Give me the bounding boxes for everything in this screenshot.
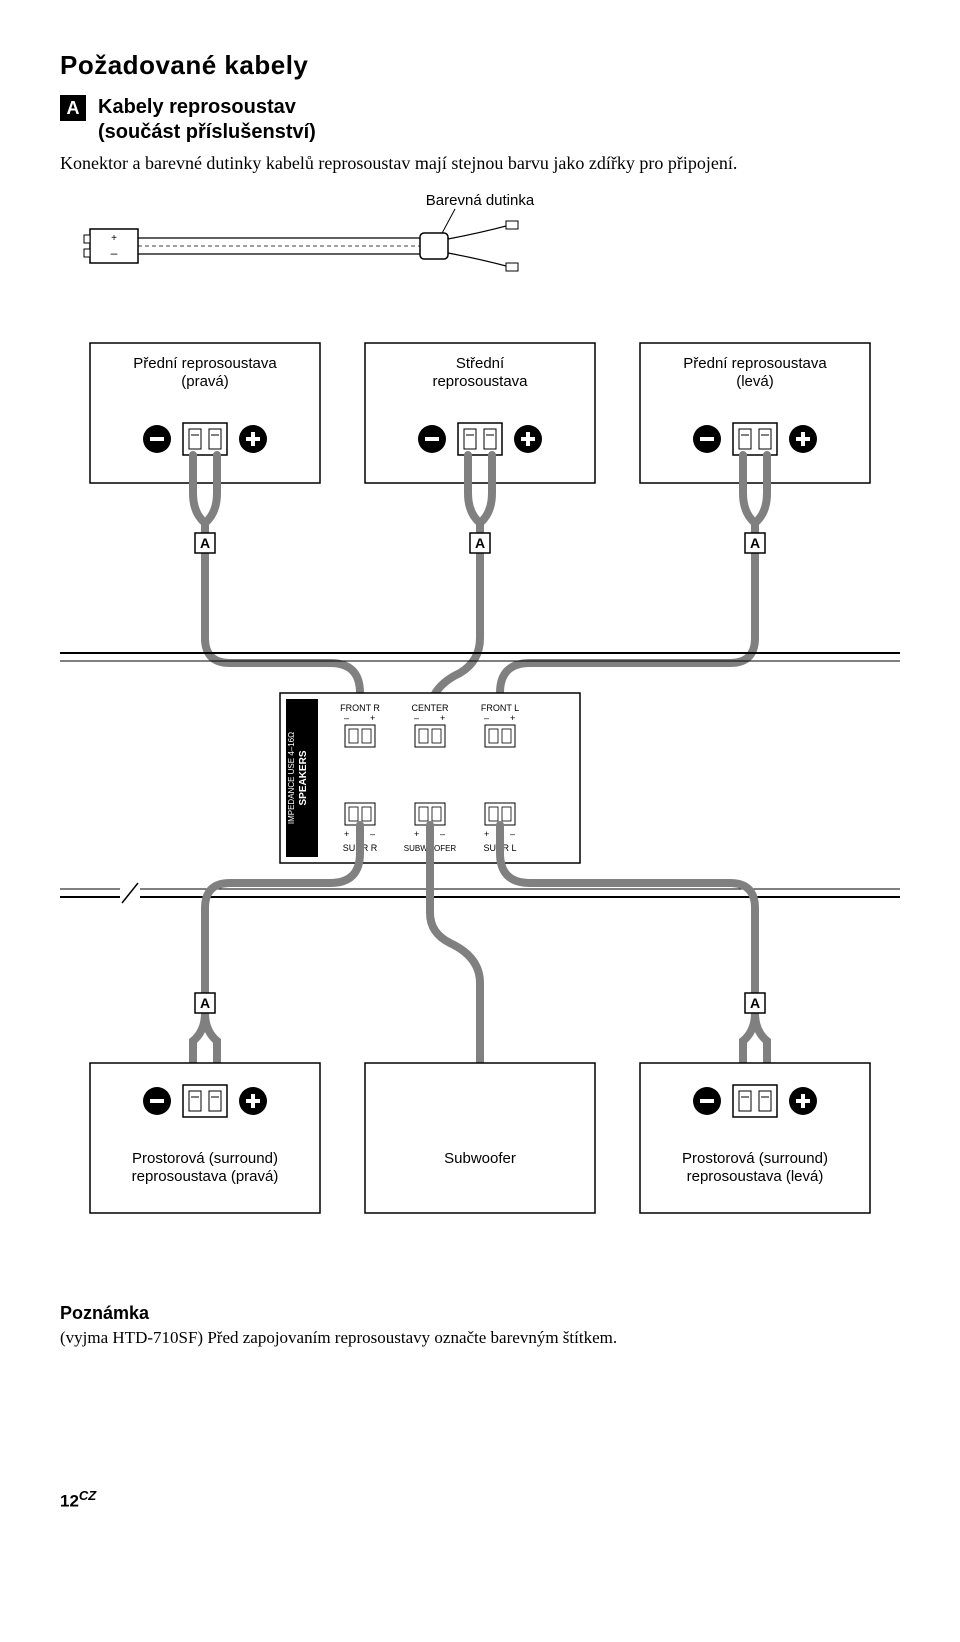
section-letter-box: A (60, 95, 86, 121)
svg-text:FRONT R: FRONT R (340, 703, 380, 713)
svg-text:+: + (440, 713, 445, 723)
svg-text:+: + (510, 713, 515, 723)
section-header: A Kabely reprosoustav (součást příslušen… (60, 95, 900, 145)
cable-label: Barevná dutinka (426, 193, 535, 209)
svg-text:Přední reprosoustava: Přední reprosoustava (133, 355, 277, 372)
svg-text:+: + (414, 829, 419, 839)
svg-text:+: + (370, 713, 375, 723)
svg-text:reprosoustava (pravá): reprosoustava (pravá) (132, 1168, 279, 1185)
svg-text:CENTER: CENTER (411, 703, 449, 713)
svg-text:(pravá): (pravá) (181, 373, 229, 390)
cable-illustration: + – (84, 221, 518, 271)
svg-text:Prostorová (surround): Prostorová (surround) (132, 1150, 278, 1167)
surround-right-speaker: Prostorová (surround) reprosoustava (pra… (90, 1063, 320, 1213)
note-text: (vyjma HTD-710SF) Před zapojovaním repro… (60, 1328, 900, 1348)
svg-text:Přední reprosoustava: Přední reprosoustava (683, 355, 827, 372)
svg-text:Subwoofer: Subwoofer (444, 1150, 516, 1167)
svg-text:reprosoustava (levá): reprosoustava (levá) (687, 1168, 824, 1185)
note-title: Poznámka (60, 1303, 900, 1324)
page-number: 12 (60, 1492, 79, 1511)
svg-text:reprosoustava: reprosoustava (432, 373, 528, 390)
svg-text:Střední: Střední (456, 355, 505, 372)
front-left-speaker: Přední reprosoustava (levá) (640, 343, 870, 483)
svg-text:–: – (370, 829, 375, 839)
svg-text:–: – (510, 829, 515, 839)
svg-text:IMPEDANCE USE 4–16Ω: IMPEDANCE USE 4–16Ω (287, 732, 296, 824)
section-title-line1: Kabely reprosoustav (98, 96, 296, 118)
page-suffix: CZ (79, 1488, 96, 1503)
page-heading: Požadované kabely (60, 50, 900, 81)
svg-text:–: – (111, 246, 118, 260)
svg-text:–: – (440, 829, 445, 839)
svg-text:–: – (484, 713, 489, 723)
svg-text:Prostorová (surround): Prostorová (surround) (682, 1150, 828, 1167)
svg-text:+: + (484, 829, 489, 839)
page-footer: 12CZ (60, 1488, 900, 1512)
wiring-diagram: A Barevná dutinka + – Přední reprosousta… (60, 193, 900, 1273)
svg-text:–: – (414, 713, 419, 723)
svg-text:–: – (344, 713, 349, 723)
svg-text:+: + (344, 829, 349, 839)
svg-text:FRONT L: FRONT L (481, 703, 519, 713)
front-right-speaker: Přední reprosoustava (pravá) (90, 343, 320, 483)
svg-text:(levá): (levá) (736, 373, 774, 390)
svg-text:SPEAKERS: SPEAKERS (298, 750, 309, 805)
center-speaker: Střední reprosoustava (365, 343, 595, 483)
section-title-line2: (součást příslušenství) (98, 121, 316, 143)
section-title: Kabely reprosoustav (součást příslušenst… (98, 95, 316, 145)
surround-left-speaker: Prostorová (surround) reprosoustava (lev… (640, 1063, 870, 1213)
subwoofer-box: Subwoofer (365, 1063, 595, 1213)
svg-text:+: + (111, 233, 117, 244)
body-text: Konektor a barevné dutinky kabelů repros… (60, 151, 900, 175)
